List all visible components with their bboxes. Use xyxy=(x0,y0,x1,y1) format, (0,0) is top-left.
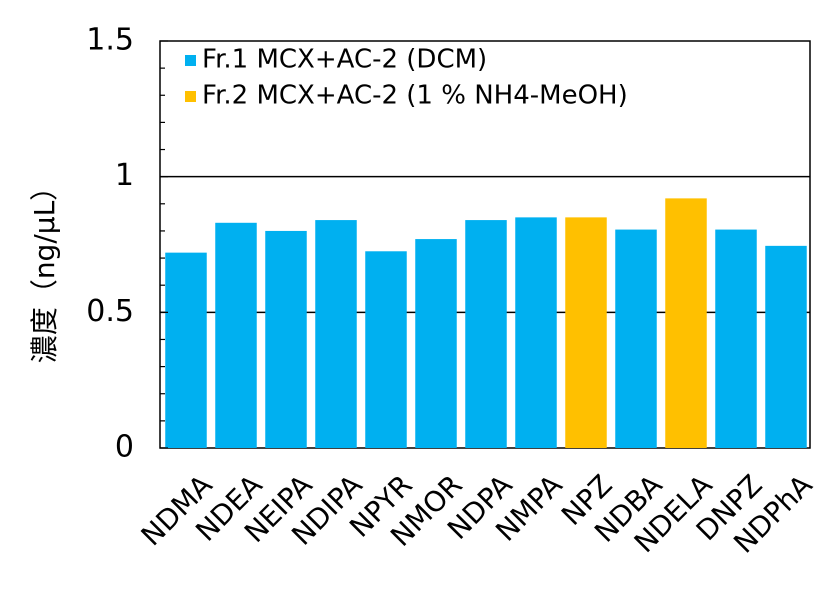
bar-npz xyxy=(565,217,607,448)
bar-nmor xyxy=(415,239,457,448)
bar-ndipa xyxy=(315,220,357,448)
x-axis-tick-labels: NDMANDEANEIPANDIPANPYRNMORNDPANMPANPZNDB… xyxy=(135,468,819,559)
y-tick-label: 0 xyxy=(115,430,134,465)
y-axis-title: 濃度（ng/μL） xyxy=(28,173,61,363)
bar-dnpz xyxy=(715,229,757,448)
legend: Fr.1 MCX+AC-2 (DCM) Fr.2 MCX+AC-2 (1 % NH… xyxy=(185,45,628,111)
bars xyxy=(165,198,807,448)
y-tick-label: 0.5 xyxy=(86,294,134,329)
legend-swatch xyxy=(185,55,196,66)
y-axis-ticks xyxy=(160,40,168,449)
y-tick-label: 1.5 xyxy=(86,23,134,58)
bar-npyr xyxy=(365,251,407,448)
bar-ndpha xyxy=(765,245,807,448)
bar-ndela xyxy=(665,198,707,448)
legend-swatch xyxy=(185,91,196,102)
bar-ndma xyxy=(165,252,207,448)
bar-ndba xyxy=(615,229,657,448)
legend-label: Fr.1 MCX+AC-2 (DCM) xyxy=(202,45,487,75)
bar-nmpa xyxy=(515,217,557,448)
y-tick-label: 1 xyxy=(115,158,134,193)
bar-ndea xyxy=(215,222,257,448)
legend-label: Fr.2 MCX+AC-2 (1 % NH4-MeOH) xyxy=(202,81,628,111)
y-axis-tick-labels: 0 0.5 1 1.5 xyxy=(86,23,134,465)
bar-neipa xyxy=(265,230,307,448)
bar-ndpa xyxy=(465,220,507,448)
